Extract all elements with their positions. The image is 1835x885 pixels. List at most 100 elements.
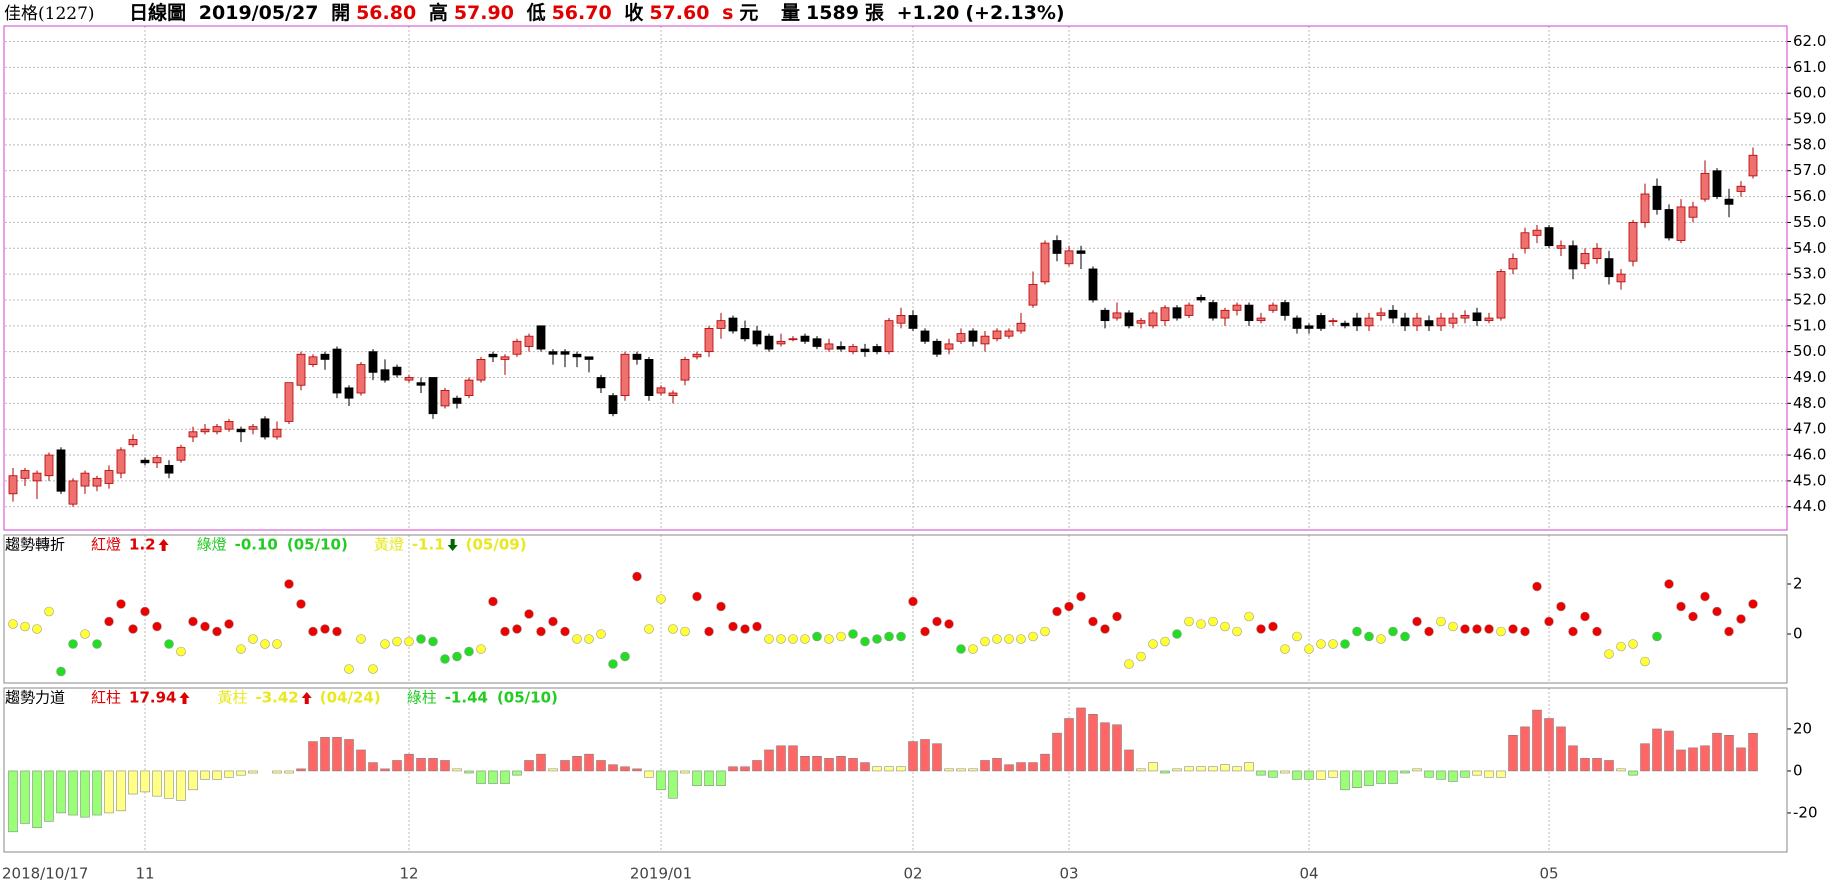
field-label: 低	[526, 2, 546, 24]
candle-body	[752, 330, 762, 345]
candle-body	[992, 330, 1002, 340]
bar	[1412, 768, 1422, 772]
candle-body	[1532, 229, 1542, 236]
bar	[1748, 733, 1758, 772]
bar	[536, 753, 546, 772]
candle-body	[608, 395, 618, 415]
signal-dot	[104, 616, 114, 627]
signal-dot	[704, 626, 714, 637]
x-tick-label: 04	[1299, 865, 1318, 883]
bar	[308, 741, 318, 772]
legend-value: 17.94	[129, 689, 176, 707]
signal-dot	[128, 624, 138, 634]
bar	[428, 758, 438, 772]
legend-title: 趨勢力道	[5, 689, 65, 707]
bar	[284, 770, 294, 774]
signal-dot	[716, 601, 726, 612]
candle-body	[284, 382, 294, 422]
bar	[140, 770, 150, 793]
candle-body	[1316, 315, 1326, 329]
legend-name: 紅柱	[91, 689, 121, 707]
signal-dot	[824, 634, 834, 644]
candle-body	[524, 335, 534, 347]
signal-dot	[404, 636, 414, 647]
bar	[1376, 770, 1386, 784]
field-label: 收	[624, 2, 644, 24]
panel-frame	[3, 687, 1788, 853]
bar	[1436, 770, 1446, 780]
legend-value: -3.42	[256, 689, 299, 707]
signal-dot	[980, 636, 990, 647]
candle-body	[176, 446, 186, 461]
candle-body	[1412, 317, 1422, 327]
signal-dot	[680, 626, 690, 637]
signal-dot	[1244, 611, 1254, 622]
x-tick-label: 05	[1539, 865, 1558, 883]
candle-body	[1304, 325, 1314, 329]
signal-dot	[1064, 601, 1074, 612]
bar	[392, 760, 402, 772]
signal-dot	[296, 599, 306, 609]
field-label: 開	[331, 2, 351, 24]
candle-body	[644, 359, 654, 396]
bar	[1712, 732, 1722, 772]
signal-dot	[728, 621, 738, 632]
candle-body	[848, 346, 858, 353]
signal-dot	[1580, 611, 1590, 622]
bar	[464, 770, 474, 774]
signal-dot	[512, 624, 522, 634]
signal-dot	[800, 634, 810, 644]
bar	[440, 760, 450, 772]
candle-body	[1232, 304, 1242, 311]
bar	[524, 760, 534, 772]
candle-body	[1556, 245, 1566, 249]
field-value: 56.80	[356, 2, 417, 24]
x-tick-label: 11	[135, 865, 154, 883]
bar	[872, 766, 882, 772]
candle-body	[128, 439, 138, 446]
bar	[668, 770, 678, 799]
signal-dot	[1436, 616, 1446, 627]
signal-dot	[1592, 626, 1602, 637]
bar	[764, 749, 774, 772]
candle-body	[884, 320, 894, 353]
date: 2019/05/27	[198, 2, 319, 24]
signal-dot	[212, 626, 222, 637]
candle-body	[332, 348, 342, 394]
signal-dot	[452, 651, 462, 662]
signal-dot	[488, 596, 498, 607]
y-tick-label: 61.0	[1793, 58, 1826, 76]
bar	[1724, 734, 1734, 772]
signal-dot	[1268, 621, 1278, 632]
signal-dot	[1484, 624, 1494, 634]
candle-body	[1100, 309, 1110, 322]
candle-body	[488, 353, 498, 358]
y-tick-label: 47.0	[1793, 420, 1826, 438]
bar	[752, 760, 762, 772]
signal-dot	[1544, 616, 1554, 627]
signal-dot	[776, 634, 786, 644]
candle-body	[1280, 302, 1290, 316]
bar	[188, 770, 198, 791]
signal-dot	[1160, 636, 1170, 647]
signal-dot	[44, 606, 54, 617]
legend-value: 1.2	[129, 536, 156, 554]
candle-body	[932, 340, 942, 355]
candle-body	[1160, 307, 1170, 322]
candle-body	[836, 346, 846, 350]
field-value: 57.90	[453, 2, 514, 24]
candle-body	[728, 317, 738, 332]
bar	[932, 743, 942, 772]
bar	[1256, 770, 1266, 776]
bar	[644, 770, 654, 778]
signal-dot	[1748, 599, 1758, 609]
y-tick-label: 54.0	[1793, 239, 1826, 257]
candle-body	[56, 449, 66, 492]
bar	[1244, 762, 1254, 772]
candle-body	[272, 428, 282, 438]
bar	[1400, 770, 1410, 774]
candle-body	[1040, 242, 1050, 283]
bar	[992, 758, 1002, 772]
signal-dot	[272, 639, 282, 649]
